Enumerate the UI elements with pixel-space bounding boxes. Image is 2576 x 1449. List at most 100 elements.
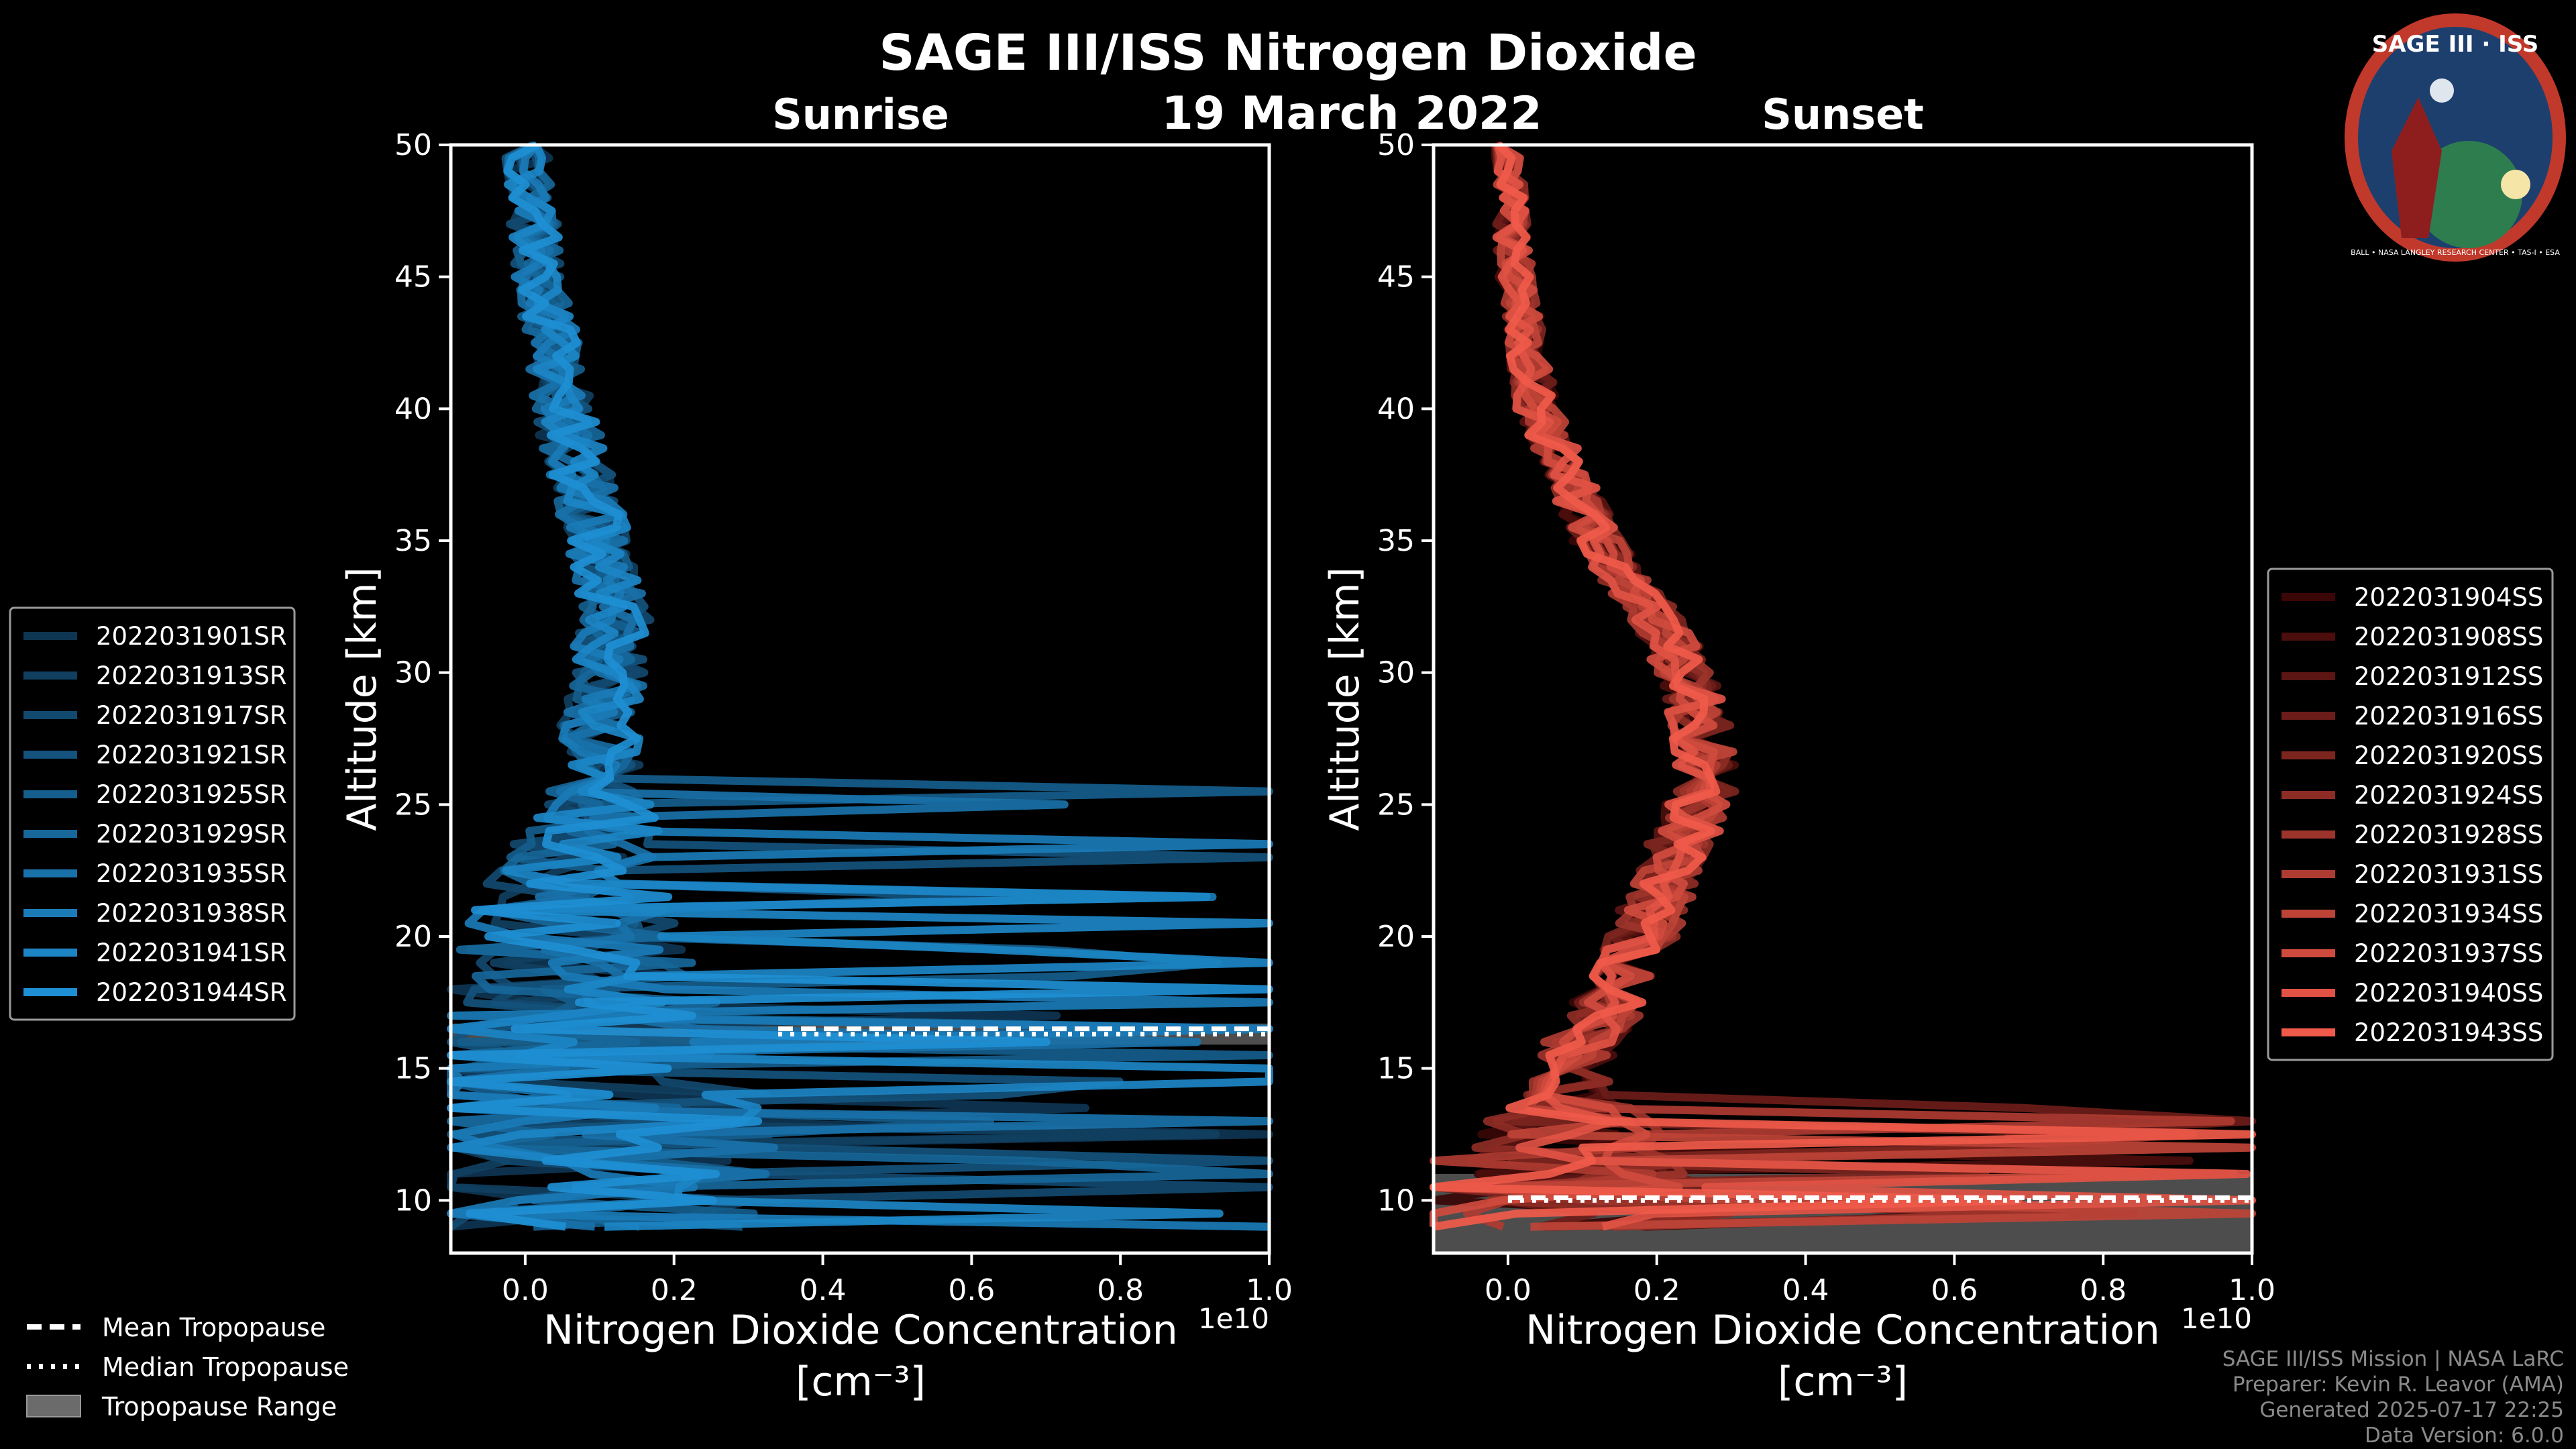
ytick-label: 10 xyxy=(394,1183,432,1218)
legend-entry: 2022031935SR xyxy=(96,859,287,888)
legend-frame xyxy=(9,606,296,1021)
tropopause-range-swatch xyxy=(26,1395,81,1417)
legend-entry: 2022031908SS xyxy=(2354,623,2543,651)
sunset-yticks: 10 15 20 25 30 35 40 45 50 xyxy=(1377,128,1434,1218)
sunset-plot-frame xyxy=(1432,143,2254,1255)
median-tropopause-label: Median Tropopause xyxy=(102,1352,349,1382)
figure-subtitle: 19 March 2022 xyxy=(1161,87,1542,140)
legend-entry: 2022031928SS xyxy=(2354,820,2543,849)
legend-entry: 2022031940SS xyxy=(2354,979,2543,1008)
legend-entry: 2022031937SS xyxy=(2354,939,2543,968)
figure-title: SAGE III/ISS Nitrogen Dioxide xyxy=(879,24,1697,82)
legend-entry: 2022031921SR xyxy=(96,741,287,769)
legend-entry: 2022031941SR xyxy=(96,938,287,967)
sunrise-offset-text: 1e10 xyxy=(1198,1302,1269,1335)
legend-entry: 2022031917SR xyxy=(96,701,287,730)
sunset-xunit: [cm⁻³] xyxy=(1778,1358,1908,1405)
series-line-2022031916SS xyxy=(1492,141,2256,1231)
xtick-label: 0.0 xyxy=(502,1273,549,1307)
series-line-2022031944SR xyxy=(447,141,1273,1231)
ytick-label: 50 xyxy=(394,128,432,162)
ytick-label: 40 xyxy=(1377,392,1415,426)
ytick-label: 45 xyxy=(394,260,432,294)
xtick-label: 0.4 xyxy=(800,1273,847,1307)
ytick-label: 35 xyxy=(1377,524,1415,558)
ytick-label: 35 xyxy=(394,524,432,558)
series-line-2022031920SS xyxy=(1430,144,2198,1231)
sunset-xlabel: Nitrogen Dioxide Concentration xyxy=(1525,1307,2160,1354)
credit-preparer: Preparer: Kevin R. Leavor (AMA) xyxy=(2233,1373,2564,1397)
legend-entry: 2022031904SS xyxy=(2354,583,2543,612)
ytick-label: 20 xyxy=(394,920,432,954)
xtick-label: 0.0 xyxy=(1485,1273,1532,1307)
legend-entry: 2022031938SR xyxy=(96,899,287,928)
xtick-label: 0.8 xyxy=(2080,1273,2127,1307)
legend-entry: 2022031931SS xyxy=(2354,860,2543,889)
legend-entry: 2022031916SS xyxy=(2354,702,2543,731)
legend-entry: 2022031924SS xyxy=(2354,781,2543,810)
tropopause-legend: Mean Tropopause Median Tropopause Tropop… xyxy=(26,1313,349,1421)
xtick-label: 0.6 xyxy=(1931,1273,1978,1307)
sunset-xticks: 0.0 0.2 0.4 0.6 0.8 1.0 xyxy=(1485,1253,2275,1307)
credit-generated: Generated 2025-07-17 22:25 xyxy=(2259,1398,2564,1422)
legend-entry: 2022031920SS xyxy=(2354,741,2543,770)
sunrise-xticks: 0.0 0.2 0.4 0.6 0.8 1.0 xyxy=(502,1253,1293,1307)
logo-figure xyxy=(2392,97,2442,238)
series-line-2022031929SR xyxy=(447,144,1273,1231)
xtick-label: 0.8 xyxy=(1097,1273,1144,1307)
ytick-label: 50 xyxy=(1377,128,1415,162)
ytick-label: 25 xyxy=(1377,788,1415,822)
legend-entry: 2022031944SR xyxy=(96,978,287,1007)
sunset-legend: 2022031904SS 2022031908SS 2022031912SS 2022… xyxy=(2267,568,2554,1061)
xtick-label: 0.2 xyxy=(1633,1273,1680,1307)
legend-entry: 2022031934SS xyxy=(2354,900,2543,928)
sunset-offset-text: 1e10 xyxy=(2181,1302,2252,1335)
credit-mission: SAGE III/ISS Mission | NASA LaRC xyxy=(2222,1347,2564,1371)
sunrise-series-lines xyxy=(447,141,1273,1231)
sage-logo: SAGE III · ISS BALL • NASA LANGLEY RESEA… xyxy=(2345,13,2566,262)
legend-entry: 2022031925SR xyxy=(96,780,287,809)
ytick-label: 20 xyxy=(1377,920,1415,954)
sunset-series-lines xyxy=(1430,141,2256,1231)
xtick-label: 0.6 xyxy=(948,1273,995,1307)
legend-entry: 2022031913SR xyxy=(96,661,287,690)
sunset-ylabel: Altitude [km] xyxy=(1322,567,1368,831)
xtick-label: 0.4 xyxy=(1782,1273,1829,1307)
sunset-tropo-lines xyxy=(1507,1195,2252,1203)
legend-entry: 2022031929SR xyxy=(96,820,287,849)
ytick-label: 10 xyxy=(1377,1183,1415,1218)
mean-tropopause-label: Mean Tropopause xyxy=(102,1313,325,1342)
xtick-label: 1.0 xyxy=(2229,1273,2275,1307)
series-line-2022031940SS xyxy=(1492,144,2256,1231)
ytick-label: 30 xyxy=(394,656,432,690)
logo-sun xyxy=(2501,170,2530,199)
legend-frame xyxy=(2267,568,2554,1061)
credit-version: Data Version: 6.0.0 xyxy=(2365,1424,2564,1448)
ytick-label: 25 xyxy=(394,788,432,822)
sunrise-tropo-lines xyxy=(778,1026,1269,1037)
logo-globe xyxy=(2415,141,2522,248)
ytick-label: 15 xyxy=(394,1052,432,1086)
sunrise-plot-frame xyxy=(449,143,1271,1255)
sunrise-panel-title: Sunrise xyxy=(772,90,949,139)
ytick-label: 15 xyxy=(1377,1052,1415,1086)
logo-moon xyxy=(2430,78,2454,103)
sunrise-legend: 2022031901SR 2022031913SR 2022031917SR 2022… xyxy=(9,606,296,1021)
sunrise-xlabel: Nitrogen Dioxide Concentration xyxy=(543,1307,1178,1354)
ytick-label: 45 xyxy=(1377,260,1415,294)
tropopause-range-label: Tropopause Range xyxy=(101,1392,337,1421)
logo-ring-text: BALL • NASA LANGLEY RESEARCH CENTER • TA… xyxy=(2351,248,2560,257)
legend-entry: 2022031901SR xyxy=(96,622,287,651)
credits: SAGE III/ISS Mission | NASA LaRC Prepare… xyxy=(2222,1347,2564,1448)
sunrise-xunit: [cm⁻³] xyxy=(796,1358,926,1405)
ytick-label: 30 xyxy=(1377,656,1415,690)
legend-entry: 2022031943SS xyxy=(2354,1018,2543,1047)
xtick-label: 1.0 xyxy=(1246,1273,1293,1307)
series-line-2022031943SS xyxy=(1430,142,2256,1231)
sunrise-ylabel: Altitude [km] xyxy=(339,567,386,831)
logo-text: SAGE III · ISS xyxy=(2372,31,2538,58)
ytick-label: 40 xyxy=(394,392,432,426)
